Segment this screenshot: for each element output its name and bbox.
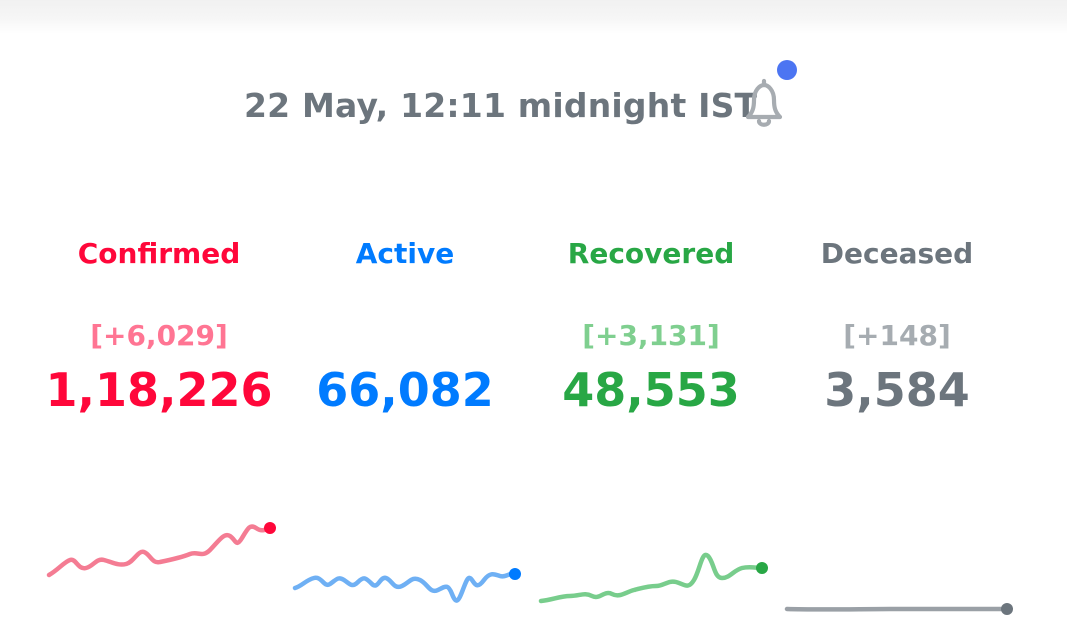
sparkline-active [292,568,521,603]
notification-dot [777,60,797,80]
confirmed-label: Confirmed [77,237,241,270]
recovered-total: 48,553 [562,363,740,417]
active-label: Active [355,237,455,270]
confirmed-delta: [+6,029] [90,319,228,352]
deceased-delta: [+148] [843,319,951,352]
deceased-label: Deceased [820,237,974,270]
active-delta [282,316,528,356]
deceased-total: 3,584 [824,363,970,417]
active-total: 66,082 [316,363,494,417]
sparkline-recovered-dot [756,562,768,574]
sparkline-deceased [784,603,1013,615]
sparkline-confirmed-dot [264,522,276,534]
sparkline-confirmed [46,522,276,578]
sparkline-deceased-dot [1001,603,1013,615]
last-updated-timestamp: 22 May, 12:11 midnight IST [244,86,758,125]
confirmed-total: 1,18,226 [45,363,273,417]
recovered-delta: [+3,131] [582,319,720,352]
sparkline-recovered-line [538,552,765,604]
stat-active[interactable]: Active 66,082 [282,232,528,420]
notification-dot-circle [777,60,797,80]
sparkline-confirmed-line [46,524,273,578]
bell-icon [745,78,783,127]
recovered-label: Recovered [567,237,735,270]
stat-deceased[interactable]: Deceased [+148] 3,584 [774,232,1020,420]
header: 22 May, 12:11 midnight IST [0,60,1067,138]
stat-recovered[interactable]: Recovered [+3,131] 48,553 [528,232,774,420]
sparkline-active-dot [509,568,521,580]
sparkline-active-line [292,571,518,603]
stat-confirmed[interactable]: Confirmed [+6,029] 1,18,226 [36,232,282,420]
sparkline-recovered [538,552,768,604]
notifications-button[interactable] [738,60,804,138]
top-shadow [0,0,1067,34]
sparklines [46,522,1013,615]
